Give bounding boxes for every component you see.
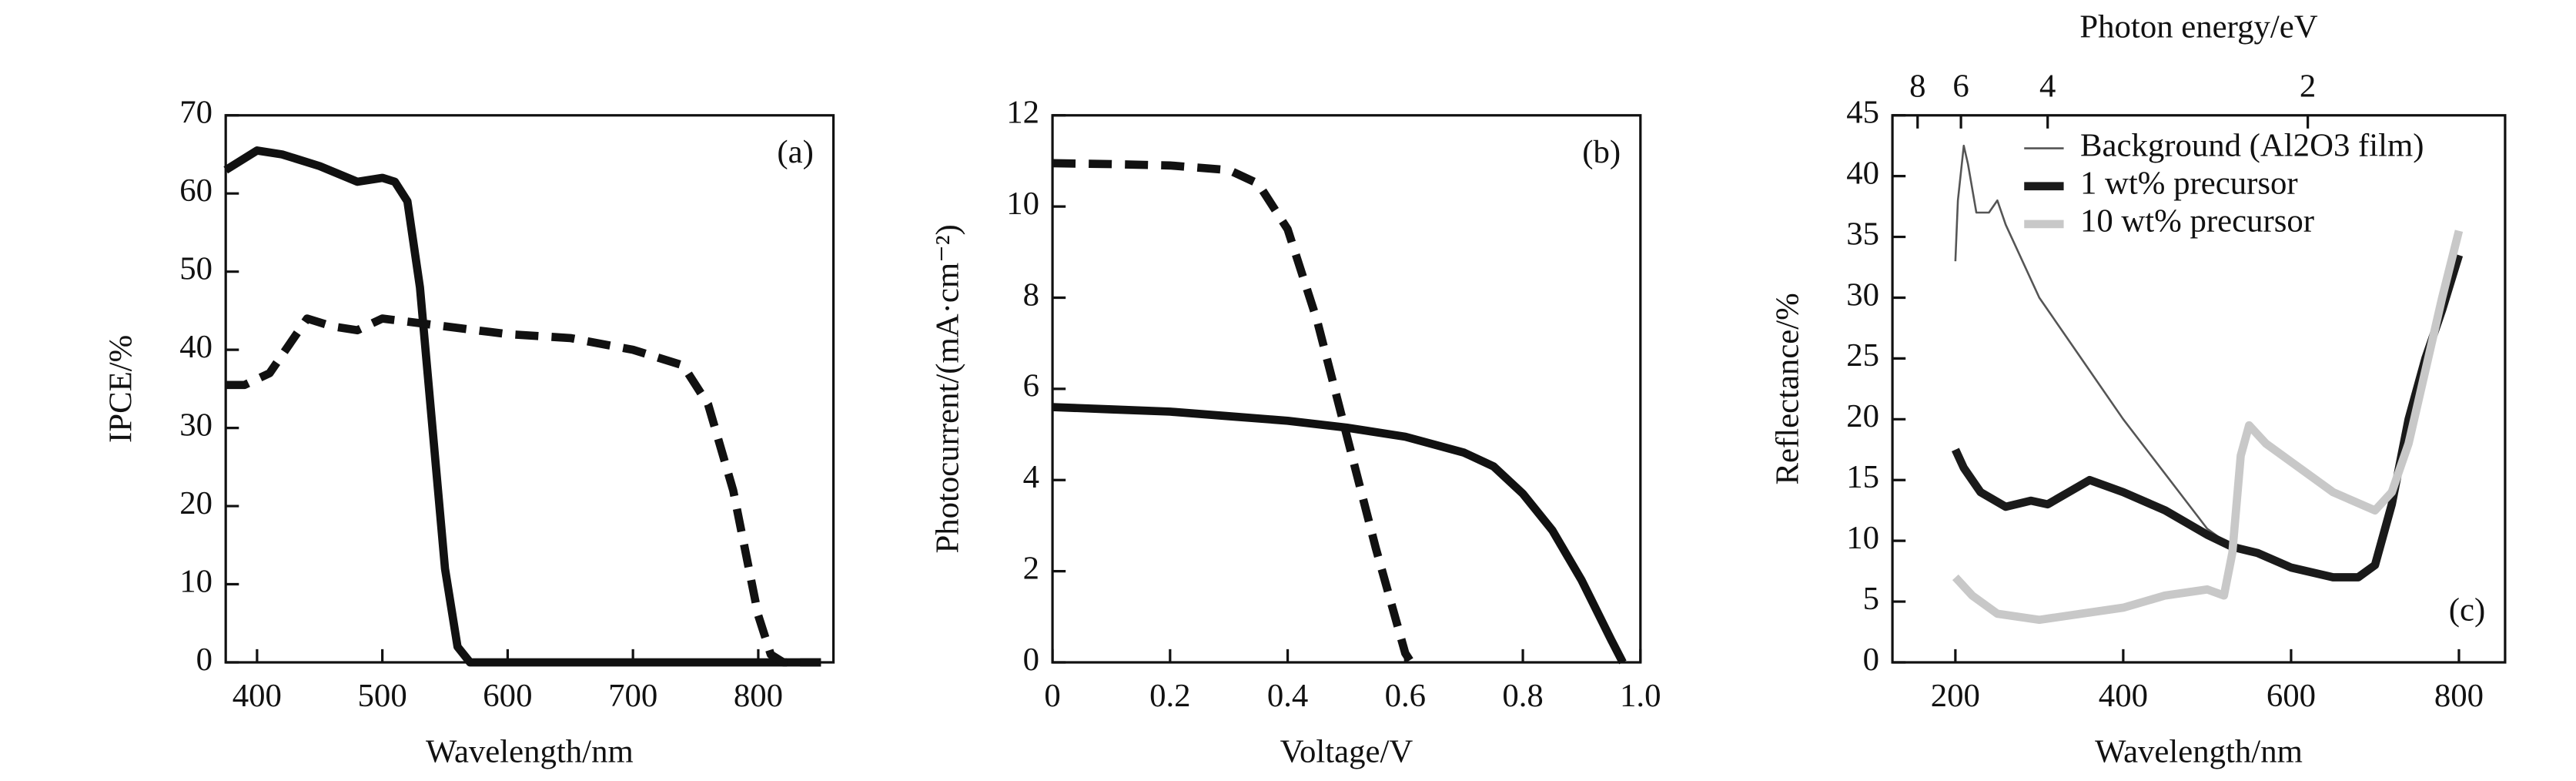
data-line [1952,230,2464,625]
x-tick-label: 0.4 [1267,678,1308,714]
legend-label: 1 wt% precursor [2080,166,2298,202]
y-tick-label: 35 [1846,216,1879,252]
x-tick-label: 400 [233,678,282,714]
x-axis-label: Voltage/V [1280,734,1413,770]
x2-tick-label: 4 [2039,68,2056,104]
plot-frame [224,114,835,664]
y-axis-label: Photocurrent/(mA·cm⁻²) [929,224,965,553]
x-tick-label: 1.0 [1620,678,1661,714]
x2-tick-label: 8 [1909,68,1925,104]
panel-label: (a) [777,134,813,170]
y-tick-label: 10 [1846,520,1879,556]
x-tick-label: 500 [358,678,407,714]
y-tick-label: 4 [1023,459,1039,495]
y-tick-label: 10 [1006,186,1039,222]
x-tick-label: 600 [2267,678,2316,714]
y-tick-label: 0 [1023,642,1039,678]
y-tick-label: 15 [1846,459,1879,495]
x2-axis-label: Photon energy/eV [2079,8,2317,45]
y-tick-label: 20 [179,485,212,521]
x-tick-label: 200 [1931,678,1980,714]
y-axis-label: Reflectance/% [1769,293,1805,484]
y-tick-label: 20 [1846,398,1879,434]
x-tick-label: 800 [2434,678,2484,714]
data-line [223,146,821,667]
y-tick-label: 70 [179,95,212,131]
x-tick-label: 400 [2099,678,2148,714]
y-tick-label: 50 [179,250,212,287]
y-tick-label: 40 [1846,155,1879,191]
plot-frame [1051,114,1642,664]
plot-frame [1891,114,2507,664]
legend-label: 10 wt% precursor [2080,203,2314,240]
y-tick-label: 45 [1846,95,1879,131]
data-line [1954,144,2233,548]
x-axis-label: Wavelength/nm [426,734,634,770]
x2-tick-label: 2 [2300,68,2316,104]
y-tick-label: 60 [179,173,212,209]
x-tick-label: 0.8 [1502,678,1543,714]
y-tick-label: 5 [1863,581,1879,617]
panel-label: (b) [1582,134,1621,170]
x-tick-label: 600 [483,678,532,714]
x-tick-label: 0 [1044,678,1060,714]
y-tick-label: 0 [196,642,212,678]
data-line [1052,159,1415,665]
x-tick-label: 800 [734,678,783,714]
x-axis-label: Wavelength/nm [2095,734,2303,770]
y-tick-label: 10 [179,563,212,599]
y-tick-label: 25 [1846,337,1879,374]
x2-tick-label: 6 [1952,68,1969,104]
y-tick-label: 0 [1863,642,1879,678]
y-tick-label: 12 [1006,95,1039,131]
y-tick-label: 30 [179,407,212,443]
data-line [1052,403,1627,665]
y-axis-label: IPCE/% [102,335,139,443]
y-tick-label: 40 [179,329,212,365]
x-tick-label: 0.2 [1149,678,1190,714]
legend-label: Background (Al2O3 film) [2080,127,2424,163]
x-tick-label: 0.6 [1385,678,1426,714]
data-line [226,314,821,667]
y-tick-label: 8 [1023,277,1039,313]
x-tick-label: 700 [608,678,657,714]
y-tick-label: 30 [1846,277,1879,313]
y-tick-label: 2 [1023,550,1039,586]
panel-label: (c) [2449,592,2485,628]
y-tick-label: 6 [1023,368,1039,404]
